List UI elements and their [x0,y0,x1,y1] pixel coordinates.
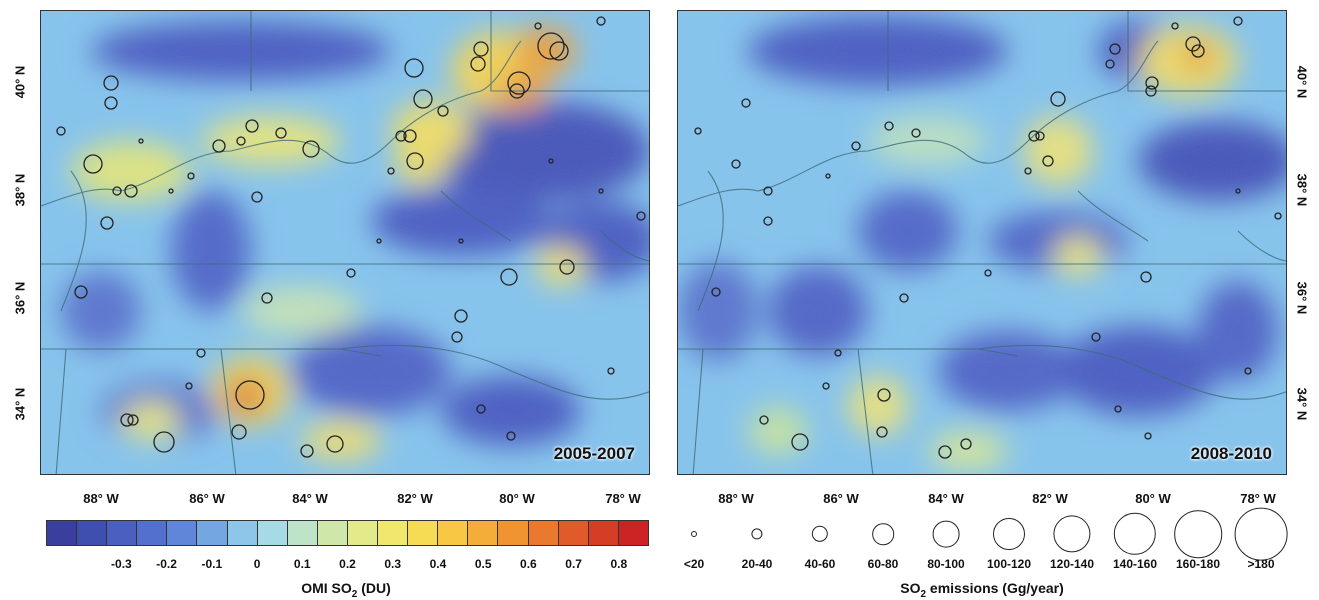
lon-tick-88w-left: 88° W [83,491,119,506]
so2-map-2005-2007 [41,11,649,474]
colorbar-tick-label: 0.8 [610,557,628,571]
lat-tick-34n-left: 34° N [12,387,28,421]
colorbar-tick-label: 0.6 [520,557,537,571]
emissions-class-label: 140-160 [1112,557,1158,571]
emissions-class-circle [1174,510,1222,558]
colorbar-swatch [498,521,529,545]
colorbar-tick-label: 0.5 [474,557,492,571]
colorbar-tick-label: 0 [253,557,261,571]
colorbar-tick-label: 0.4 [429,557,447,571]
emissions-class-label: 40-60 [804,557,836,571]
emissions-class-circle [811,525,829,543]
emissions-class-label: 60-80 [867,557,899,571]
colorbar-swatch [408,521,439,545]
emissions-class-label: <20 [683,557,705,571]
map-panel-2008-2010: 2008-2010 [677,10,1287,475]
colorbar-swatch [137,521,168,545]
colorbar-swatch [438,521,469,545]
lat-tick-36n-right: 36° N [1294,281,1310,315]
colorbar-swatch [47,521,78,545]
colorbar-swatch [227,521,258,545]
colorbar-swatch [558,521,589,545]
lon-tick-88w-right: 88° W [718,491,754,506]
emissions-class-label: 20-40 [741,557,773,571]
so2-colorbar [46,520,649,546]
emissions-class-circle [1053,515,1091,553]
colorbar-swatch [167,521,198,545]
colorbar-tick-label: 0.7 [565,557,582,571]
colorbar-swatch [317,521,348,545]
colorbar-swatch [197,521,228,545]
colorbar-tick-label: -0.3 [111,557,132,571]
emissions-class-circle [872,523,894,545]
lat-tick-38n-left: 38° N [12,173,28,207]
emissions-class-label: 80-100 [927,557,965,571]
emissions-class-circle [993,518,1025,550]
emissions-class-label: 100-120 [986,557,1032,571]
emissions-legend-title: SO2 emissions (Gg/year) [900,580,1064,600]
colorbar-swatch [618,521,648,545]
colorbar-swatch [378,521,409,545]
colorbar-tick-label: -0.2 [156,557,177,571]
lon-tick-84w-right: 84° W [928,491,964,506]
lat-tick-34n-right: 34° N [1294,387,1310,421]
lon-tick-86w-left: 86° W [189,491,225,506]
emissions-class-circle [1113,512,1157,556]
colorbar-swatch [468,521,499,545]
colorbar-title: OMI SO2 (DU) [301,580,391,600]
colorbar-tick-label: 0.3 [384,557,402,571]
colorbar-swatch [287,521,318,545]
emissions-class-circle [691,531,697,537]
colorbar-tick-label: -0.1 [201,557,223,571]
lon-tick-78w-right: 78° W [1240,491,1276,506]
emissions-class-label: 120-140 [1049,557,1095,571]
colorbar-tick-label: 0.1 [293,557,311,571]
period-label-2005-2007: 2005-2007 [553,444,635,463]
lat-tick-40n-right: 40° N [1294,65,1310,99]
lon-tick-82w-right: 82° W [1032,491,1068,506]
lon-tick-82w-left: 82° W [397,491,433,506]
period-label-2008-2010: 2008-2010 [1190,444,1272,463]
map-panel-2005-2007: 2005-2007 [40,10,650,475]
so2-map-2008-2010 [678,11,1286,474]
lon-tick-86w-right: 86° W [823,491,859,506]
colorbar-swatch [107,521,138,545]
emissions-class-circle [1234,507,1288,561]
lat-tick-40n-left: 40° N [12,65,28,99]
colorbar-swatch [257,521,288,545]
emissions-class-label: 160-180 [1175,557,1221,571]
emissions-class-circle [751,528,763,540]
colorbar-tick-label: 0.2 [339,557,356,571]
lon-tick-84w-left: 84° W [292,491,328,506]
emissions-class-label: >180 [1247,557,1275,571]
lat-tick-36n-left: 36° N [12,281,28,315]
colorbar-swatch [588,521,619,545]
colorbar-swatch [77,521,108,545]
emissions-class-circle [932,520,960,548]
colorbar-swatch [528,521,559,545]
lat-tick-38n-right: 38° N [1294,173,1310,207]
lon-tick-78w-left: 78° W [605,491,641,506]
lon-tick-80w-left: 80° W [499,491,535,506]
colorbar-swatch [347,521,379,545]
lon-tick-80w-right: 80° W [1135,491,1171,506]
